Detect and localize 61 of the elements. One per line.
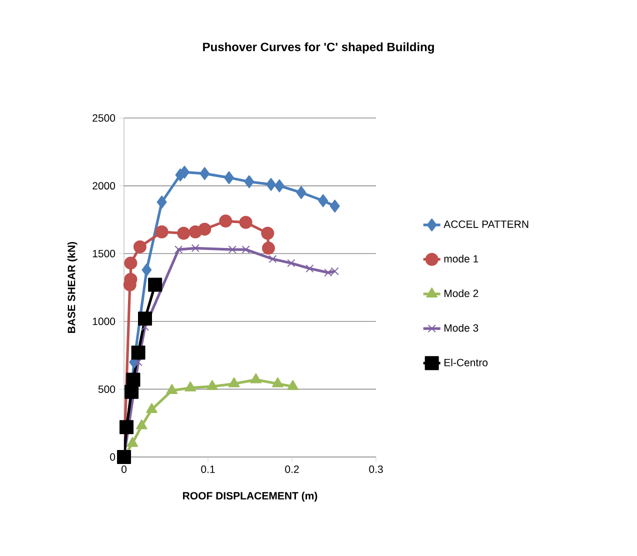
y-tick-label: 2000 bbox=[92, 182, 116, 190]
point bbox=[156, 196, 167, 209]
x-tick-label: 0.2 bbox=[285, 466, 299, 473]
point bbox=[318, 194, 328, 208]
point bbox=[148, 278, 162, 292]
point bbox=[146, 403, 158, 414]
point bbox=[136, 419, 148, 430]
point bbox=[287, 259, 296, 268]
point bbox=[287, 380, 299, 390]
point bbox=[330, 200, 340, 213]
point bbox=[200, 167, 210, 180]
point bbox=[179, 166, 190, 179]
point bbox=[239, 216, 252, 229]
y-tick-label: 1000 bbox=[92, 318, 116, 326]
y-tick-label: 2500 bbox=[92, 114, 116, 122]
point bbox=[250, 373, 262, 384]
legend-label: mode 1 bbox=[444, 254, 478, 263]
y-tick-label: 0 bbox=[110, 453, 116, 461]
point bbox=[142, 263, 152, 276]
point bbox=[138, 312, 152, 326]
point bbox=[191, 244, 200, 252]
point bbox=[228, 245, 236, 254]
point bbox=[266, 178, 276, 191]
chart-title: Pushover Curves for 'C' shaped Building bbox=[203, 42, 434, 54]
point bbox=[296, 186, 306, 200]
point bbox=[133, 240, 146, 254]
point bbox=[124, 384, 139, 399]
point bbox=[261, 226, 274, 240]
point bbox=[126, 372, 140, 387]
x-tick-label: 0 bbox=[121, 466, 126, 473]
legend-label: El-Centro bbox=[444, 358, 488, 366]
point bbox=[155, 225, 168, 238]
y-axis-title: BASE SHEAR (kN) bbox=[67, 242, 78, 333]
x-tick-label: 0.1 bbox=[201, 466, 215, 473]
point bbox=[166, 384, 178, 394]
point bbox=[131, 346, 146, 360]
legend-label: Mode 2 bbox=[444, 289, 478, 298]
point bbox=[244, 175, 254, 188]
point bbox=[228, 377, 240, 388]
y-tick-label: 1500 bbox=[92, 250, 116, 258]
point bbox=[174, 245, 183, 254]
legend-label: Mode 3 bbox=[444, 324, 478, 332]
point bbox=[206, 380, 218, 390]
x-axis-title: ROOF DISPLACEMENT (m) bbox=[183, 492, 318, 502]
point bbox=[126, 436, 138, 447]
point bbox=[219, 214, 232, 228]
point bbox=[274, 179, 284, 192]
point bbox=[198, 222, 212, 236]
point bbox=[184, 381, 196, 392]
point bbox=[124, 256, 138, 270]
point bbox=[224, 171, 234, 184]
point bbox=[177, 226, 190, 240]
point bbox=[262, 242, 275, 255]
point bbox=[272, 377, 284, 388]
point bbox=[306, 264, 314, 273]
point bbox=[242, 245, 250, 254]
x-tick-label: 0.3 bbox=[369, 466, 383, 473]
point bbox=[120, 420, 134, 434]
y-tick-label: 500 bbox=[98, 385, 116, 393]
point bbox=[268, 254, 277, 264]
legend-label: ACCEL PATTERN bbox=[444, 220, 528, 228]
